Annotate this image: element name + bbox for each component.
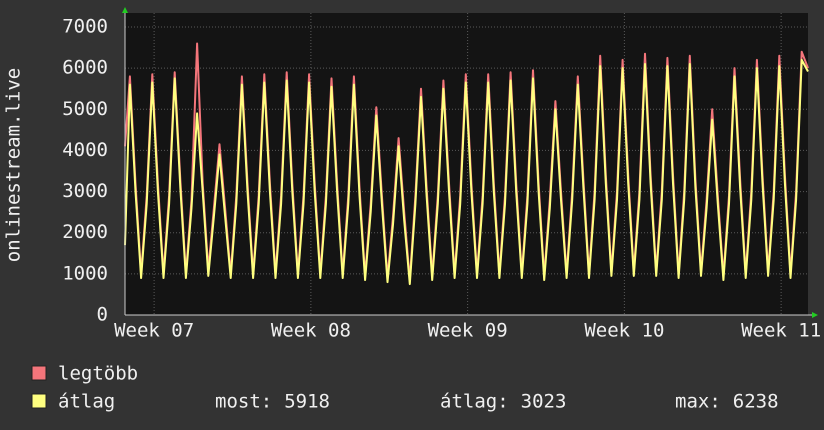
y-tick-label: 6000	[62, 57, 108, 79]
x-tick-label: Week 10	[584, 320, 664, 342]
plot-area	[125, 13, 808, 315]
y-tick-label: 3000	[62, 180, 108, 202]
x-tick-label: Week 08	[271, 320, 351, 342]
x-tick-label: Week 11	[741, 320, 821, 342]
y-axis-label: onlinestream.live	[3, 68, 25, 262]
y-arrow	[122, 7, 128, 13]
stat-value: 6238	[733, 391, 779, 413]
legend: legtöbb átlag most: 5918 átlag: 3023 max: 6238	[31, 363, 779, 413]
legend-swatch	[31, 393, 47, 409]
stat-value: 5918	[284, 391, 330, 413]
y-tick-label: 1000	[62, 262, 108, 284]
x-arrow	[812, 312, 818, 318]
legend-label: legtöbb	[58, 363, 138, 385]
y-tick-label: 5000	[62, 98, 108, 120]
x-tick-label: Week 07	[114, 320, 194, 342]
y-tick-label: 0	[97, 304, 108, 326]
legend-swatch	[31, 365, 47, 381]
stat-label: most:	[215, 391, 272, 413]
lines	[124, 42, 809, 286]
legend-label: átlag	[58, 391, 115, 413]
stat-label: max:	[675, 391, 721, 413]
x-tick-label: Week 09	[428, 320, 508, 342]
y-tick-label: 4000	[62, 139, 108, 161]
stat-value: 3023	[521, 391, 567, 413]
y-tick-label: 7000	[62, 16, 108, 38]
stat-label: átlag:	[440, 391, 509, 413]
grid	[125, 13, 808, 316]
y-tick-label: 2000	[62, 221, 108, 243]
series-line	[124, 58, 809, 286]
